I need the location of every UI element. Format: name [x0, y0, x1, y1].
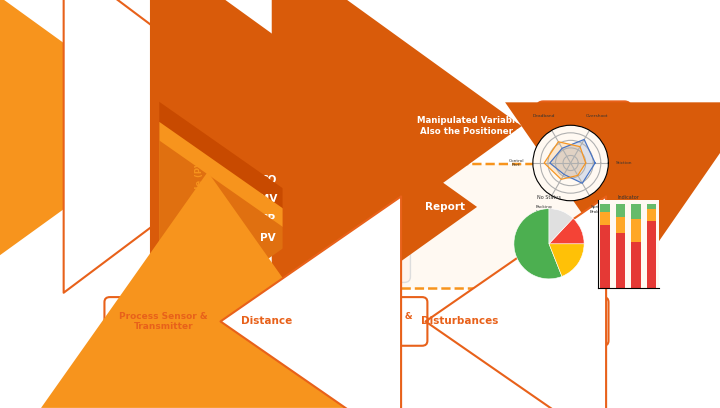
FancyBboxPatch shape — [227, 164, 606, 288]
Text: Process Influences: Process Influences — [636, 171, 645, 260]
Bar — [616, 233, 625, 288]
Text: Manipulated Variable (MV)
Also the Positioner signal: Manipulated Variable (MV) Also the Posit… — [418, 116, 547, 136]
Text: Process Sensor &
Transmitter: Process Sensor & Transmitter — [120, 312, 208, 331]
FancyBboxPatch shape — [537, 102, 631, 151]
Wedge shape — [514, 209, 562, 279]
Text: Controller Output (CO): Controller Output (CO) — [307, 122, 423, 131]
Text: MV: MV — [259, 194, 277, 204]
Bar — [631, 242, 641, 288]
Text: Process Sensor &
Transmitter: Process Sensor & Transmitter — [324, 312, 413, 331]
Polygon shape — [334, 198, 384, 213]
Bar — [600, 225, 610, 288]
FancyBboxPatch shape — [490, 297, 608, 346]
FancyBboxPatch shape — [309, 297, 428, 346]
Text: Process: Process — [551, 119, 617, 133]
Text: Measured Process Variable (PV): Measured Process Variable (PV) — [194, 156, 204, 308]
FancyBboxPatch shape — [303, 116, 314, 136]
Text: Process Sensor &
Transmitter: Process Sensor & Transmitter — [505, 312, 593, 331]
Text: CO: CO — [260, 175, 276, 186]
Title: No Status: No Status — [537, 195, 561, 200]
FancyBboxPatch shape — [307, 167, 410, 282]
FancyBboxPatch shape — [293, 116, 304, 136]
Text: Error = SP - PV: Error = SP - PV — [214, 121, 297, 131]
Polygon shape — [544, 142, 585, 180]
Bar — [647, 209, 656, 221]
Text: ⚙: ⚙ — [411, 113, 428, 132]
Bar — [600, 204, 610, 213]
Bar — [600, 213, 610, 225]
Text: PV: PV — [261, 233, 276, 243]
Polygon shape — [550, 140, 595, 183]
Bar — [631, 219, 641, 242]
Wedge shape — [549, 244, 584, 276]
Bar — [616, 217, 625, 233]
Bar — [647, 204, 656, 209]
FancyBboxPatch shape — [104, 297, 223, 346]
Text: APP: APP — [360, 251, 388, 264]
Bar — [616, 204, 625, 217]
Polygon shape — [359, 218, 377, 234]
Bar — [647, 221, 656, 288]
Text: ⚙: ⚙ — [413, 125, 426, 139]
Bar — [631, 204, 641, 219]
Text: SP: SP — [261, 214, 276, 224]
Wedge shape — [549, 218, 584, 244]
Polygon shape — [341, 218, 359, 234]
Text: Set Point (SP): Set Point (SP) — [99, 121, 181, 131]
Title: Indicator: Indicator — [617, 195, 639, 200]
Text: VALVE: VALVE — [313, 251, 356, 264]
FancyBboxPatch shape — [313, 116, 324, 136]
Text: Report: Report — [425, 202, 465, 212]
Text: Distance: Distance — [240, 317, 292, 326]
Wedge shape — [549, 209, 573, 244]
Text: Disturbances: Disturbances — [421, 317, 498, 326]
